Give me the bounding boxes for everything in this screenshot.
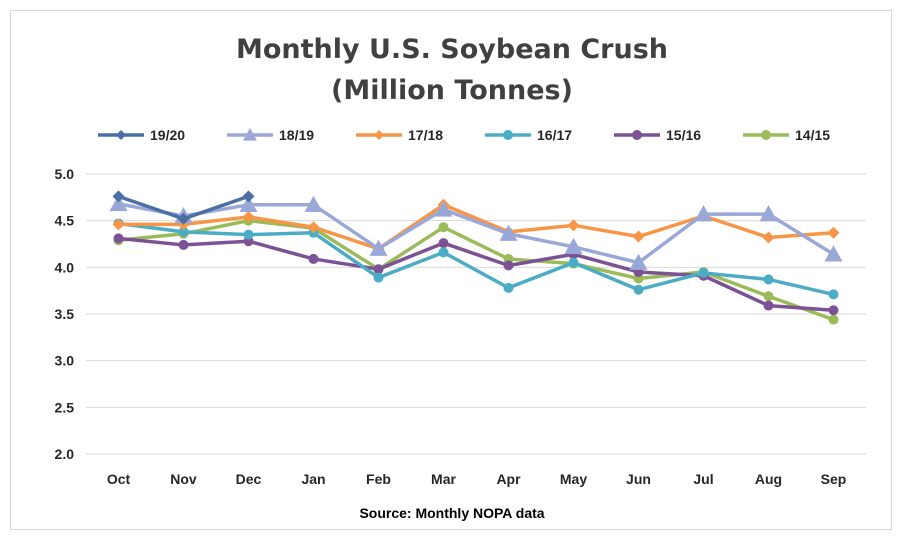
data-point: [373, 272, 384, 283]
data-point: [438, 222, 449, 233]
y-tick-label: 4.0: [55, 259, 75, 275]
legend-item: 18/19: [227, 127, 314, 143]
data-point: [369, 239, 388, 256]
data-point: [828, 305, 839, 316]
series-line: [118, 218, 835, 322]
series-line: [118, 202, 835, 265]
legend-label: 15/16: [666, 127, 701, 143]
data-point: [112, 218, 125, 231]
legend: 19/20 18/19 17/18 16/17 15/16 14/15: [98, 127, 830, 143]
y-tick-label: 2.5: [55, 399, 75, 415]
x-tick-label: Apr: [496, 471, 521, 487]
legend-label: 17/18: [408, 127, 443, 143]
legend-item: 15/16: [614, 127, 701, 143]
data-point: [503, 282, 514, 293]
legend-marker: [761, 130, 771, 140]
series-line: [118, 203, 834, 251]
legend-label: 18/19: [279, 127, 314, 143]
legend-label: 16/17: [537, 127, 572, 143]
data-point: [698, 267, 709, 278]
chart-title-line1: Monthly U.S. Soybean Crush: [236, 34, 668, 65]
data-point: [763, 291, 774, 302]
chart-frame: [10, 10, 892, 530]
series-line: [118, 236, 834, 313]
data-point: [177, 212, 190, 225]
x-tick-label: Sep: [821, 471, 847, 487]
data-point: [763, 300, 774, 311]
data-point: [438, 247, 449, 258]
data-point: [239, 195, 258, 212]
legend-label: 19/20: [150, 127, 185, 143]
data-point: [178, 239, 189, 250]
x-tick-label: Oct: [107, 471, 131, 487]
source-note: Source: Monthly NOPA data: [359, 505, 544, 521]
chart-title-line2: (Million Tonnes): [331, 75, 573, 106]
data-point: [564, 237, 583, 254]
series-16-17: [113, 218, 839, 300]
series-line: [118, 221, 834, 297]
data-point: [629, 253, 648, 270]
x-tick-label: Mar: [431, 471, 456, 487]
data-point: [694, 205, 713, 222]
data-point: [633, 284, 644, 295]
data-point: [763, 274, 774, 285]
y-axis-ticks: 5.0 4.5 4.0 3.5 3.0 2.5 2.0: [55, 166, 75, 462]
gridlines: [86, 173, 866, 455]
data-point: [109, 194, 128, 212]
y-tick-label: 3.0: [55, 353, 75, 369]
data-point: [308, 253, 319, 264]
legend-label: 14/15: [795, 127, 830, 143]
y-tick-label: 4.5: [55, 213, 75, 229]
y-tick-label: 5.0: [55, 166, 75, 182]
x-tick-label: Feb: [366, 471, 391, 487]
data-point: [113, 233, 124, 244]
legend-item: 19/20: [98, 127, 185, 143]
legend-item: 14/15: [743, 127, 830, 143]
legend-item: 17/18: [356, 127, 443, 143]
data-point: [567, 219, 580, 232]
data-point: [373, 264, 384, 275]
data-point: [499, 224, 518, 241]
data-point: [242, 190, 255, 203]
x-tick-label: Aug: [755, 471, 782, 487]
legend-marker: [243, 128, 257, 141]
x-axis-ticks: Oct Nov Dec Jan Feb Mar Apr May Jun Jul Aug Sep: [107, 471, 847, 487]
legend-marker: [116, 130, 126, 140]
data-point: [762, 231, 775, 244]
legend-marker: [374, 130, 384, 140]
legend-marker: [503, 130, 513, 140]
x-tick-label: Jun: [626, 471, 651, 487]
legend-item: 16/17: [485, 127, 572, 143]
data-point: [632, 230, 645, 243]
data-point: [304, 195, 323, 212]
series-19-20: [112, 190, 255, 225]
series-group: [109, 190, 843, 325]
x-tick-label: Jan: [301, 471, 325, 487]
data-point: [568, 257, 579, 268]
data-point: [438, 238, 449, 249]
data-point: [759, 205, 778, 222]
x-tick-label: May: [560, 471, 587, 487]
data-point: [828, 289, 839, 300]
y-tick-label: 3.5: [55, 306, 75, 322]
legend-marker: [632, 130, 642, 140]
data-point: [503, 260, 514, 271]
data-point: [242, 210, 255, 223]
x-tick-label: Jul: [693, 471, 713, 487]
x-tick-label: Nov: [170, 471, 197, 487]
data-point: [828, 314, 839, 325]
data-point: [243, 229, 254, 240]
data-point: [112, 190, 125, 203]
data-point: [307, 221, 320, 234]
y-tick-label: 2.0: [55, 446, 75, 462]
data-point: [824, 245, 843, 262]
x-tick-label: Dec: [236, 471, 262, 487]
data-point: [827, 226, 840, 239]
data-point: [178, 226, 189, 237]
data-point: [434, 200, 453, 217]
